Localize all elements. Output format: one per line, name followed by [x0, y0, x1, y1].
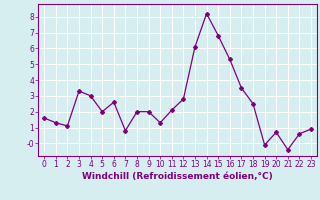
X-axis label: Windchill (Refroidissement éolien,°C): Windchill (Refroidissement éolien,°C)	[82, 172, 273, 181]
